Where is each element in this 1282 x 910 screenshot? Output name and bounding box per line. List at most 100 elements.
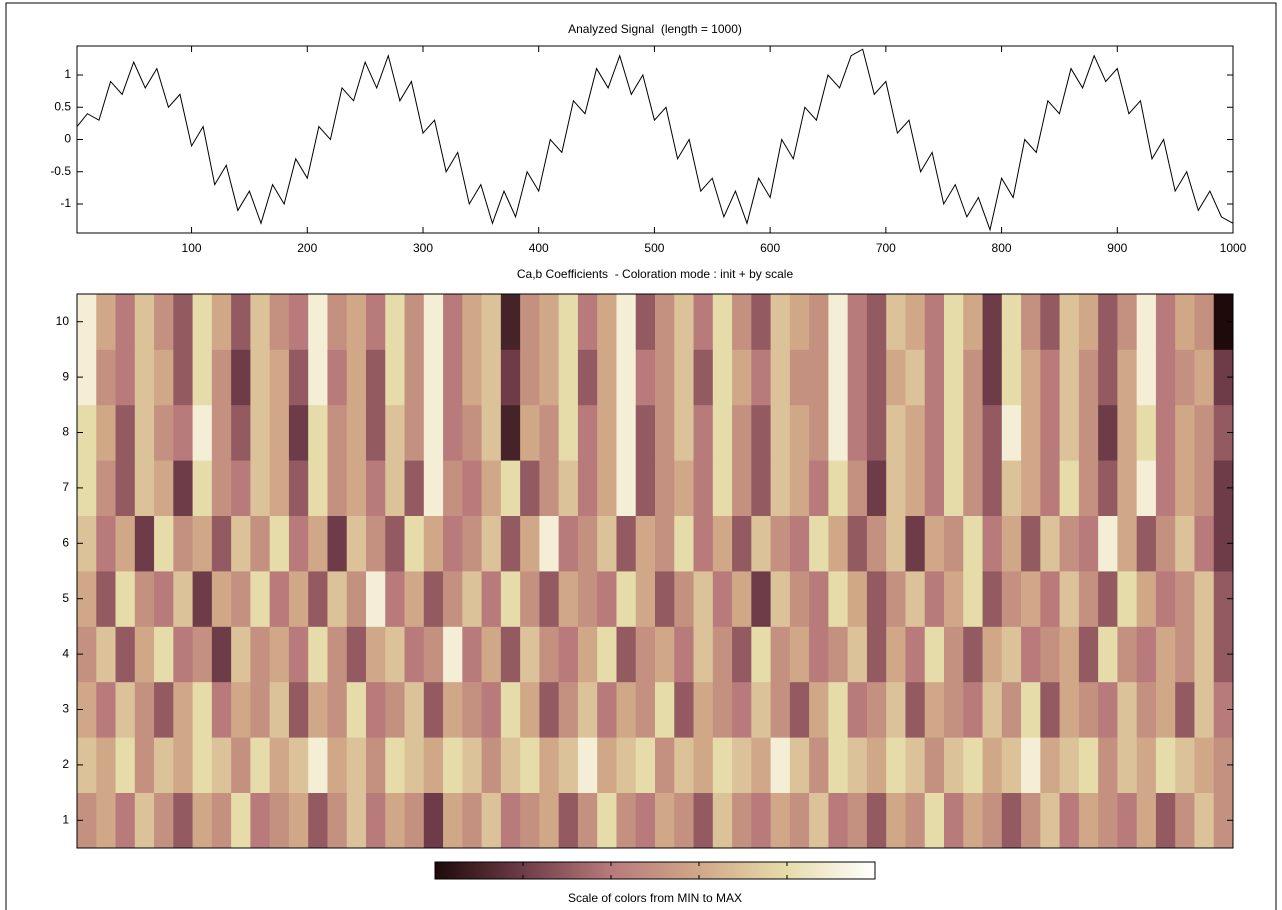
heatmap-cell: [1117, 792, 1138, 849]
heatmap-cell: [423, 515, 444, 572]
heatmap-cell: [96, 349, 116, 406]
heatmap-cell: [751, 515, 771, 572]
heatmap-cell: [1213, 626, 1234, 683]
heatmap-cell: [481, 571, 502, 627]
heatmap-cell: [847, 404, 868, 461]
heatmap-cell: [404, 515, 425, 572]
heatmap-cell: [423, 626, 444, 683]
heatmap-cell: [1098, 626, 1118, 683]
heatmap-cell: [1078, 571, 1099, 627]
heatmap-cell: [635, 349, 656, 406]
heatmap-cell: [1213, 571, 1234, 627]
heatmap-cell: [1001, 294, 1022, 350]
heatmap-cell: [963, 460, 983, 516]
heatmap-cell: [500, 626, 521, 683]
y-tick-label: 3: [62, 702, 69, 716]
heatmap-cell: [443, 792, 463, 849]
heatmap-cell: [250, 515, 271, 572]
heatmap-cell: [134, 737, 155, 793]
heatmap-cell: [539, 460, 560, 516]
heatmap-cell: [693, 404, 714, 461]
heatmap-cell: [327, 792, 348, 849]
heatmap-cell: [655, 571, 675, 627]
heatmap-cell: [115, 515, 136, 572]
heatmap-cell: [789, 626, 810, 683]
heatmap-cell: [674, 515, 694, 572]
heatmap-cell: [905, 460, 926, 516]
heatmap-cell: [1078, 681, 1099, 738]
heatmap-cell: [77, 737, 97, 793]
heatmap-cell: [96, 737, 116, 793]
heatmap-cell: [366, 792, 386, 849]
heatmap-cell: [809, 404, 829, 461]
heatmap-cell: [1098, 792, 1118, 849]
heatmap-cell: [1194, 349, 1215, 406]
heatmap-cell: [809, 571, 829, 627]
heatmap-cell: [828, 294, 849, 350]
heatmap-cell: [770, 626, 791, 683]
heatmap-cell: [269, 460, 290, 516]
heatmap-cell: [1078, 349, 1099, 406]
heatmap-cell: [866, 626, 887, 683]
heatmap-cell: [982, 460, 1003, 516]
heatmap-cell: [886, 349, 906, 406]
heatmap-cell: [770, 294, 791, 350]
heatmap-cell: [173, 294, 193, 350]
heatmap-cell: [905, 294, 926, 350]
heatmap-cell: [577, 460, 598, 516]
heatmap-cell: [1040, 460, 1060, 516]
heatmap-cell: [905, 792, 926, 849]
heatmap-cell: [115, 792, 136, 849]
heatmap-cell: [616, 515, 637, 572]
heatmap-cell: [828, 349, 849, 406]
heatmap-cell: [963, 294, 983, 350]
heatmap-cell: [443, 737, 463, 793]
heatmap-cell: [732, 681, 752, 738]
heatmap-cell: [1117, 515, 1138, 572]
colorbar: [434, 861, 876, 880]
heatmap-cell: [712, 571, 733, 627]
heatmap-cell: [558, 460, 579, 516]
heatmap-cell: [809, 515, 829, 572]
heatmap-cell: [269, 294, 290, 350]
heatmap-cell: [269, 515, 290, 572]
heatmap-cell: [308, 792, 328, 849]
heatmap-cell: [1194, 515, 1215, 572]
heatmap-cell: [1194, 460, 1215, 516]
heatmap-cell: [134, 515, 155, 572]
heatmap-cell: [231, 515, 251, 572]
heatmap-cell: [905, 571, 926, 627]
x-tick-label: 900: [1107, 241, 1127, 255]
heatmap-cell: [481, 294, 502, 350]
heatmap-cell: [173, 515, 193, 572]
heatmap-cell: [404, 681, 425, 738]
heatmap-cell: [385, 626, 405, 683]
x-tick-label: 1000: [1220, 241, 1247, 255]
heatmap-cell: [269, 792, 290, 849]
heatmap-cell: [1117, 571, 1138, 627]
heatmap-cell: [558, 626, 579, 683]
heatmap-cell: [905, 737, 926, 793]
heatmap-cell: [462, 515, 482, 572]
heatmap-cell: [308, 681, 328, 738]
heatmap-cell: [924, 515, 945, 572]
heatmap-cell: [1040, 681, 1060, 738]
heatmap-cell: [423, 460, 444, 516]
heatmap-cell: [385, 404, 405, 461]
heatmap-cell: [1213, 460, 1234, 516]
heatmap-cell: [674, 737, 694, 793]
heatmap-cell: [712, 792, 733, 849]
heatmap-cell: [211, 294, 232, 350]
heatmap-cell: [154, 571, 174, 627]
heatmap-cell: [1136, 404, 1157, 461]
heatmap-cell: [481, 681, 502, 738]
heatmap-cell: [327, 626, 348, 683]
heatmap-cell: [866, 294, 887, 350]
heatmap-cell: [423, 792, 444, 849]
heatmap-cell: [1098, 294, 1118, 350]
heatmap-cell: [250, 349, 271, 406]
heatmap-cell: [847, 571, 868, 627]
heatmap-cell: [443, 294, 463, 350]
heatmap-cell: [982, 294, 1003, 350]
heatmap-cell: [443, 681, 463, 738]
